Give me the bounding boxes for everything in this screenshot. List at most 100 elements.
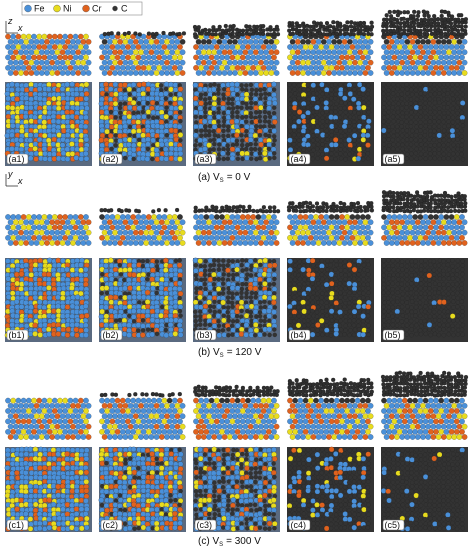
atom [292, 132, 297, 138]
atom [126, 141, 132, 148]
atom [25, 235, 32, 241]
atom [15, 267, 21, 273]
atom [415, 13, 421, 18]
atom [359, 54, 366, 61]
atom [301, 137, 308, 143]
atom [460, 100, 466, 106]
atom [437, 295, 443, 300]
atom [395, 96, 400, 102]
atom [266, 267, 273, 274]
atom [249, 263, 254, 268]
atom [237, 49, 244, 56]
atom [60, 447, 66, 453]
atom [158, 119, 165, 125]
panel-label-box [194, 153, 217, 165]
atom [9, 267, 16, 273]
atom [214, 65, 220, 71]
atom [101, 229, 108, 236]
atom [140, 263, 146, 269]
atom [20, 214, 27, 220]
atom [41, 33, 48, 40]
atom [333, 156, 338, 162]
atom [169, 229, 176, 236]
atom [27, 132, 34, 138]
atom [25, 408, 32, 414]
atom [423, 156, 428, 161]
atom [131, 308, 137, 314]
atom [302, 272, 307, 277]
atom [163, 86, 169, 92]
atom [262, 304, 268, 310]
atom [135, 235, 142, 241]
atom [140, 318, 146, 323]
atom [248, 114, 254, 120]
atom [233, 118, 240, 125]
atom [57, 428, 63, 435]
atom [301, 259, 307, 264]
atom [36, 54, 43, 61]
atom [310, 240, 317, 246]
atom [230, 101, 235, 107]
atom [80, 59, 87, 66]
atom [263, 96, 268, 101]
atom [135, 303, 142, 310]
atom [394, 49, 400, 56]
atom [13, 413, 19, 420]
atom [50, 322, 57, 328]
atom [248, 105, 253, 111]
atom [414, 277, 420, 283]
atom [107, 70, 113, 76]
atom [70, 59, 76, 66]
atom [394, 17, 400, 23]
atom [367, 219, 374, 226]
atom [314, 96, 320, 101]
atom [390, 137, 395, 143]
atom [72, 418, 79, 425]
atom [409, 267, 414, 272]
atom [177, 280, 183, 287]
atom [112, 294, 119, 301]
atom [382, 133, 387, 139]
atom [319, 318, 325, 324]
atom [409, 240, 416, 246]
atom [329, 300, 334, 305]
atom [365, 296, 370, 301]
atom [59, 70, 66, 76]
atom [60, 318, 67, 324]
atom [244, 105, 250, 111]
atom [346, 49, 353, 56]
atom [143, 38, 150, 45]
atom [174, 219, 181, 226]
atom [114, 214, 121, 220]
atom [195, 219, 202, 226]
atom [168, 155, 174, 162]
atom [451, 38, 458, 45]
atom [459, 65, 465, 71]
atom [333, 258, 339, 263]
atom [426, 322, 433, 328]
atom [341, 59, 348, 66]
atom [83, 54, 89, 61]
atom [390, 263, 395, 268]
atom [193, 143, 198, 148]
atom [346, 280, 352, 287]
atom [343, 328, 348, 333]
atom [138, 229, 144, 236]
atom [54, 423, 61, 430]
atom [15, 214, 22, 220]
atom [38, 240, 45, 246]
atom [245, 44, 251, 50]
atom [422, 214, 429, 220]
atom [258, 328, 264, 333]
side-view [286, 200, 374, 246]
atom [240, 268, 245, 273]
atom [430, 70, 437, 76]
atom [344, 44, 351, 50]
atom [197, 294, 203, 300]
atom [414, 49, 421, 56]
atom [419, 277, 424, 282]
atom [321, 205, 326, 210]
atom [69, 146, 76, 152]
atom [272, 332, 277, 338]
atom [446, 258, 451, 263]
